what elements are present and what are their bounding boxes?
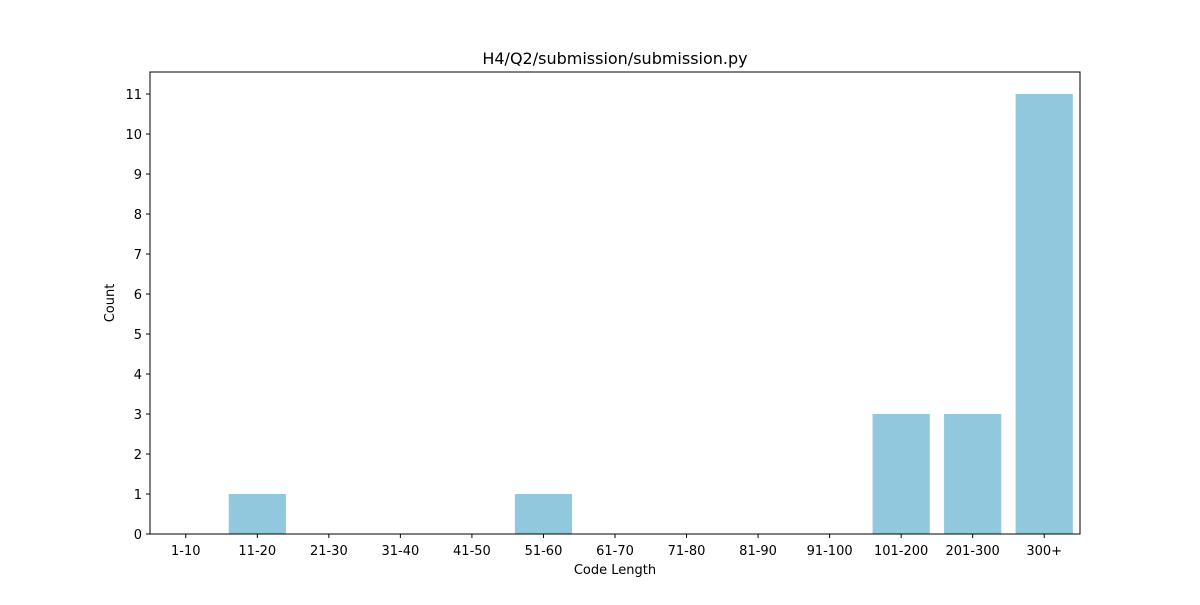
y-tick-label: 11 bbox=[125, 88, 142, 103]
x-axis: 1-10 11-20 21-30 31-40 41-50 51-60 61-70 71-80 8… bbox=[171, 534, 1062, 559]
y-tick-label: 4 bbox=[134, 368, 142, 383]
y-tick-label: 8 bbox=[134, 208, 142, 223]
x-tick-label: 300+ bbox=[1026, 544, 1062, 559]
bar-51-60 bbox=[514, 494, 573, 534]
x-tick-label: 21-30 bbox=[310, 544, 348, 559]
x-tick-label: 71-80 bbox=[668, 544, 706, 559]
y-axis: 0 1 2 3 4 5 6 7 8 9 10 11 bbox=[125, 88, 150, 543]
bar-300+ bbox=[1015, 94, 1073, 534]
y-axis-label: Count bbox=[103, 284, 118, 323]
x-tick-label: 41-50 bbox=[453, 544, 491, 559]
axes-frame bbox=[149, 71, 1081, 535]
y-tick-label: 6 bbox=[134, 288, 142, 303]
x-tick-label: 101-200 bbox=[874, 544, 928, 559]
x-tick-label: 11-20 bbox=[238, 544, 276, 559]
chart-title: H4/Q2/submission/submission.py bbox=[482, 49, 747, 68]
x-tick-label: 81-90 bbox=[739, 544, 777, 559]
y-tick-label: 10 bbox=[125, 128, 142, 143]
y-tick-label: 9 bbox=[134, 168, 142, 183]
x-tick-label: 61-70 bbox=[596, 544, 634, 559]
x-tick-label: 201-300 bbox=[946, 544, 1000, 559]
y-tick-label: 5 bbox=[134, 328, 142, 343]
bar-11-20 bbox=[228, 494, 286, 534]
x-axis-label: Code Length bbox=[574, 563, 656, 578]
y-tick-label: 7 bbox=[134, 248, 142, 263]
y-tick-label: 0 bbox=[134, 528, 142, 543]
y-tick-label: 1 bbox=[134, 488, 142, 503]
x-tick-label: 91-100 bbox=[807, 544, 853, 559]
x-tick-label: 51-60 bbox=[525, 544, 563, 559]
x-tick-label: 31-40 bbox=[381, 544, 419, 559]
x-tick-label: 1-10 bbox=[171, 544, 201, 559]
y-tick-label: 3 bbox=[134, 408, 142, 423]
y-tick-label: 2 bbox=[134, 448, 142, 463]
bar-101-200 bbox=[872, 414, 930, 534]
bar-201-300 bbox=[944, 414, 1002, 534]
bars-group bbox=[228, 94, 1073, 534]
